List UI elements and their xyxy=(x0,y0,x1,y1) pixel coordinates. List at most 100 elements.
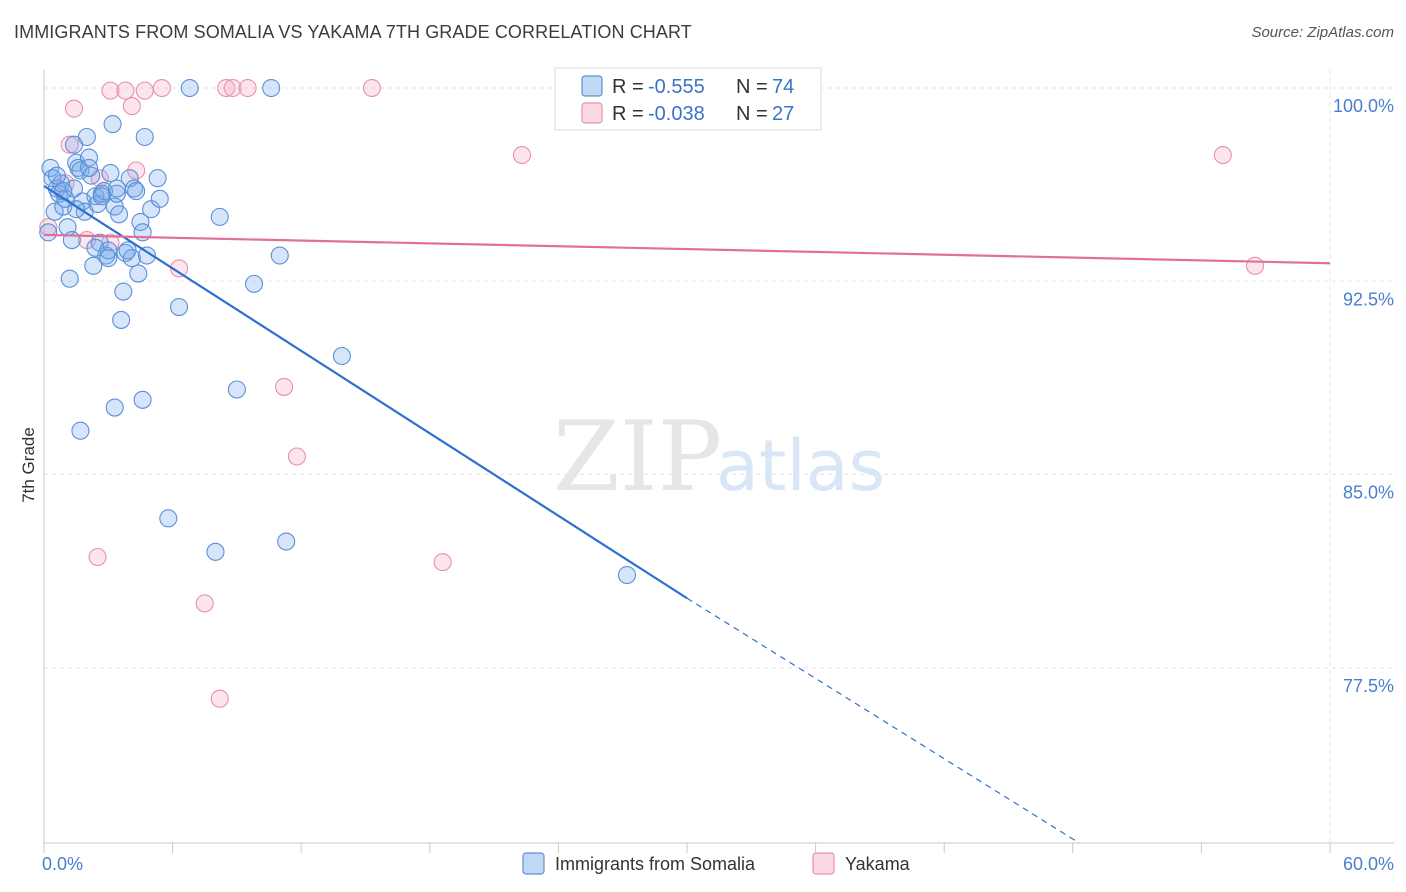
y-tick-label-1: 92.5% xyxy=(1343,289,1394,309)
yakama-point-23 xyxy=(1213,145,1232,165)
somalia-point-46 xyxy=(137,246,156,265)
watermark-zip: ZIP xyxy=(553,401,722,513)
somalia-point-10 xyxy=(60,269,79,288)
somalia-point-12 xyxy=(64,179,84,198)
somalia-series-swatch xyxy=(522,852,545,875)
somalia-series-label: Immigrants from Somalia xyxy=(555,854,756,874)
y-tick-label-3: 77.5% xyxy=(1343,676,1394,696)
somalia-point-65 xyxy=(617,565,637,585)
yakama-legend-swatch xyxy=(581,102,603,124)
somalia-point-55 xyxy=(169,298,189,317)
yakama-point-14 xyxy=(217,78,236,98)
somalia-point-0 xyxy=(39,223,58,242)
axes xyxy=(43,70,1394,853)
yakama-series-label: Yakama xyxy=(845,854,911,874)
somalia-point-29 xyxy=(101,164,120,183)
watermark-atlas: atlas xyxy=(716,425,885,507)
y-tick-labels: 100.0% 92.5% 85.0% 77.5% xyxy=(1333,96,1394,696)
somalia-n-value: 74 xyxy=(772,76,794,98)
somalia-trend-extension xyxy=(686,597,1080,844)
somalia-r-value: -0.555 xyxy=(648,76,705,98)
y-tick-label-0: 100.0% xyxy=(1333,96,1394,116)
series-legend: Immigrants from Somalia Yakama xyxy=(522,852,911,875)
yakama-point-11 xyxy=(152,78,171,98)
stats-legend: R = -0.555 N = 74 R = -0.038 N = 27 xyxy=(554,67,822,131)
somalia-point-69 xyxy=(107,179,126,198)
somalia-point-28 xyxy=(99,249,118,268)
chart-title: IMMIGRANTS FROM SOMALIA VS YAKAMA 7TH GR… xyxy=(14,22,692,42)
x-tick-label-0: 0.0% xyxy=(42,854,83,874)
yakama-point-22 xyxy=(512,145,532,165)
somalia-point-73 xyxy=(99,241,118,260)
somalia-point-62 xyxy=(277,532,296,551)
somalia-point-54 xyxy=(159,509,178,528)
somalia-point-42 xyxy=(129,264,148,283)
somalia-points xyxy=(39,78,637,585)
source-label: Source: ZipAtlas.com xyxy=(1251,24,1394,41)
yakama-points xyxy=(39,78,1265,708)
yakama-point-15 xyxy=(223,78,242,98)
somalia-n-label: N = xyxy=(736,76,768,98)
yakama-point-9 xyxy=(135,81,154,100)
somalia-point-61 xyxy=(270,246,289,265)
somalia-point-58 xyxy=(206,542,225,561)
yakama-point-8 xyxy=(122,97,141,116)
somalia-point-19 xyxy=(79,148,99,167)
somalia-point-66 xyxy=(79,158,99,177)
somalia-point-35 xyxy=(114,282,133,301)
somalia-point-45 xyxy=(135,127,154,147)
somalia-trend-line xyxy=(43,185,688,600)
x-tick-label-1: 60.0% xyxy=(1343,854,1394,874)
somalia-point-11 xyxy=(62,231,81,250)
yakama-point-13 xyxy=(195,594,214,613)
somalia-point-49 xyxy=(105,398,124,417)
somalia-point-48 xyxy=(71,421,90,440)
y-tick-label-2: 85.0% xyxy=(1343,483,1394,503)
yakama-point-6 xyxy=(101,81,120,100)
somalia-point-32 xyxy=(107,184,126,203)
somalia-point-68 xyxy=(92,187,111,206)
somalia-point-21 xyxy=(84,256,103,275)
somalia-legend-swatch xyxy=(581,75,603,97)
somalia-point-56 xyxy=(180,78,199,98)
yakama-point-7 xyxy=(116,81,135,100)
somalia-point-60 xyxy=(244,274,264,293)
somalia-point-53 xyxy=(150,189,169,208)
somalia-point-50 xyxy=(133,390,152,409)
yakama-point-17 xyxy=(238,78,257,98)
yakama-r-value: -0.038 xyxy=(648,103,705,125)
yakama-point-12 xyxy=(169,259,189,278)
stats-legend-box xyxy=(554,67,822,131)
yakama-point-18 xyxy=(275,377,294,396)
somalia-point-39 xyxy=(122,249,141,268)
somalia-point-52 xyxy=(148,169,167,188)
yakama-series-swatch xyxy=(812,852,835,875)
yakama-point-4 xyxy=(88,547,107,567)
yakama-n-value: 27 xyxy=(772,103,794,125)
somalia-point-41 xyxy=(127,182,146,201)
somalia-r-label: R = xyxy=(612,76,644,98)
yakama-point-21 xyxy=(433,553,452,572)
somalia-point-47 xyxy=(64,135,84,154)
somalia-point-30 xyxy=(103,115,122,134)
somalia-point-71 xyxy=(47,166,66,185)
x-tick-labels: 0.0% 60.0% xyxy=(42,854,1394,874)
somalia-point-34 xyxy=(112,310,131,329)
somalia-point-63 xyxy=(332,346,351,366)
somalia-point-57 xyxy=(210,207,229,226)
trend-lines xyxy=(43,185,1331,844)
somalia-point-59 xyxy=(227,380,246,399)
yakama-point-19 xyxy=(287,447,306,466)
yakama-n-label: N = xyxy=(736,103,768,125)
yakama-point-2 xyxy=(64,99,84,118)
yakama-point-24 xyxy=(1245,256,1265,275)
yakama-point-20 xyxy=(362,78,381,98)
y-axis-title: 7th Grade xyxy=(19,427,38,503)
yakama-point-1 xyxy=(60,135,79,154)
yakama-r-label: R = xyxy=(612,103,644,125)
somalia-point-64 xyxy=(262,78,281,98)
somalia-point-3 xyxy=(45,202,64,221)
yakama-point-16 xyxy=(210,689,229,708)
yakama-trend-line xyxy=(43,233,1331,265)
